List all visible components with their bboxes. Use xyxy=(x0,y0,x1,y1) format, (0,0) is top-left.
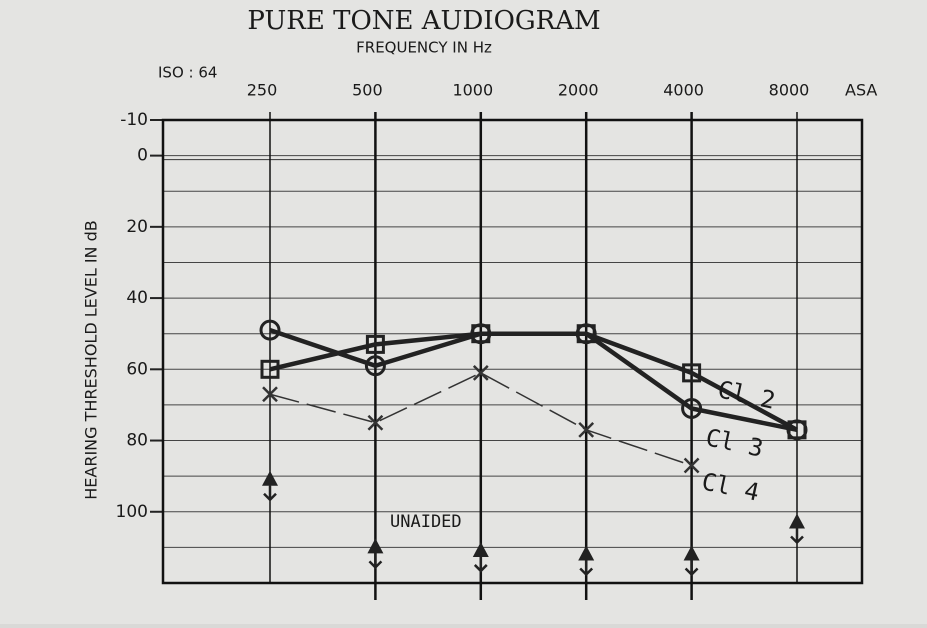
x-tick-label: 2000 xyxy=(558,81,599,100)
y-tick-label: 100 xyxy=(116,502,148,522)
x-tick-label: 8000 xyxy=(769,81,810,100)
chart-subtitle: FREQUENCY IN Hz xyxy=(356,39,492,57)
series-label: UNAIDED xyxy=(390,512,462,532)
chart-title: PURE TONE AUDIOGRAM xyxy=(247,6,600,36)
x-tick-label: 4000 xyxy=(663,81,704,100)
y-tick-label: 60 xyxy=(126,359,148,379)
x-tick-label: 1000 xyxy=(452,81,493,100)
y-tick-label: 20 xyxy=(126,217,148,237)
audiogram: PURE TONE AUDIOGRAM FREQUENCY IN Hz ISO … xyxy=(0,0,927,624)
y-tick-label: 40 xyxy=(126,288,148,308)
x-tick-label: 250 xyxy=(247,81,278,100)
y-axis-label: HEARING THRESHOLD LEVEL IN dB xyxy=(82,220,101,500)
y-tick-label: 0 xyxy=(137,146,148,166)
standard-right: ASA xyxy=(845,81,877,100)
standard-left: ISO : 64 xyxy=(158,64,217,82)
y-tick-label: 80 xyxy=(126,431,148,451)
y-tick-label: -10 xyxy=(120,110,148,130)
x-tick-label: 500 xyxy=(352,81,383,100)
